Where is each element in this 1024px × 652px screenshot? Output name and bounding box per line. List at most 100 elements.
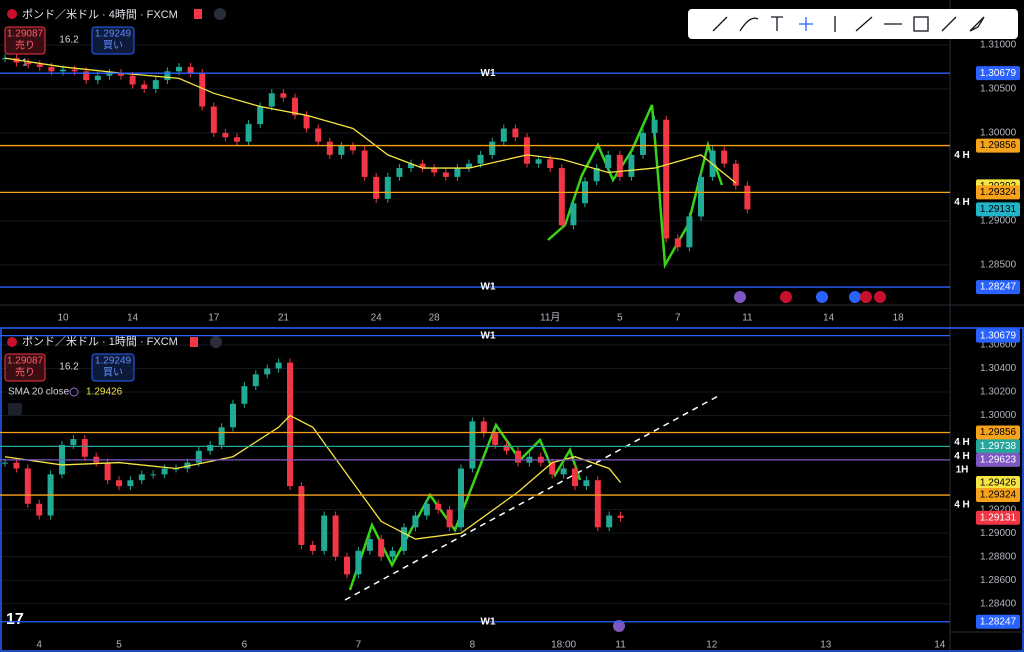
y-tick-label: 1.29200: [980, 504, 1017, 515]
collapse-button[interactable]: [8, 403, 22, 415]
sell-price: 1.29087: [7, 356, 44, 367]
indicator-name[interactable]: SMA 20 close: [8, 387, 70, 398]
candle: [106, 73, 113, 76]
buy-button[interactable]: [91, 353, 135, 382]
flag-icon[interactable]: [194, 9, 202, 19]
buy-button[interactable]: [91, 26, 135, 55]
price-label-box: [976, 138, 1020, 153]
price-label-box: [976, 202, 1020, 217]
candle: [241, 386, 248, 404]
candle: [412, 515, 419, 528]
candle: [606, 515, 613, 528]
candle: [492, 433, 499, 445]
pane-title[interactable]: ポンド／米ドル · 4時間 · FXCM: [22, 8, 178, 21]
candle: [663, 119, 670, 239]
y-tick-label: 1.30400: [980, 363, 1017, 374]
symbol-icon[interactable]: [7, 337, 17, 347]
y-tick-label: 1.29000: [980, 215, 1017, 226]
candle: [127, 480, 134, 487]
event-icons: [613, 291, 886, 632]
tool-ray[interactable]: [855, 16, 873, 32]
trend-line[interactable]: [344, 394, 721, 601]
buy-price: 1.29249: [95, 29, 132, 40]
x-tick-label: 11: [615, 640, 626, 651]
tool-trend[interactable]: [712, 16, 728, 32]
tool-brush[interactable]: [739, 17, 759, 32]
price-label-box: [976, 488, 1020, 503]
event-icon[interactable]: [613, 620, 625, 632]
x-tick-label: 6: [242, 640, 248, 651]
event-icon[interactable]: [874, 291, 886, 303]
buy-label: 買い: [103, 367, 123, 379]
sell-button[interactable]: [4, 353, 46, 382]
x-tick-label: 24: [371, 313, 383, 324]
price-label: 1.29623: [980, 455, 1017, 466]
event-icon[interactable]: [780, 291, 792, 303]
price-label-box: [976, 452, 1020, 467]
candle: [13, 462, 20, 469]
y-tick-label: 1.30200: [980, 387, 1017, 398]
event-icon[interactable]: [849, 291, 861, 303]
symbol-icon[interactable]: [7, 9, 17, 19]
candle: [454, 168, 461, 177]
candle: [515, 450, 521, 463]
x-tick-label: 11: [742, 313, 753, 324]
candle: [549, 462, 556, 475]
candle: [36, 64, 43, 67]
zigzag-drawing[interactable]: [547, 104, 724, 270]
tool-rect[interactable]: [913, 16, 929, 32]
price-label: 1.29856: [980, 140, 1017, 151]
candle: [60, 69, 66, 72]
y-tick-label: 1.30000: [980, 410, 1017, 421]
interval-toggle[interactable]: 1: [22, 58, 28, 69]
candle: [469, 421, 476, 469]
candle: [195, 450, 202, 463]
zigzag-drawing[interactable]: [348, 422, 582, 591]
price-label: 1.29426: [980, 478, 1017, 489]
x-tick-label: 8: [470, 640, 476, 651]
menu-button[interactable]: [214, 8, 226, 20]
candle: [94, 75, 101, 81]
level-tag: 4 H: [954, 500, 970, 511]
y-tick-label: 1.28500: [980, 259, 1017, 270]
candle: [303, 115, 310, 129]
candle: [446, 509, 453, 528]
tool-text[interactable]: [771, 16, 783, 31]
candle: [264, 368, 271, 375]
x-tick-label: 7: [356, 640, 362, 651]
tool-pen[interactable]: [969, 16, 985, 32]
candle: [309, 544, 316, 551]
menu-button[interactable]: [210, 336, 222, 348]
x-tick-label: 4: [36, 640, 42, 651]
event-icon[interactable]: [860, 291, 872, 303]
candle: [617, 515, 624, 518]
candle: [24, 468, 31, 504]
level-tag: 1H: [956, 465, 969, 476]
indicator-settings[interactable]: [69, 387, 79, 397]
candle: [176, 66, 182, 72]
price-label: 1.29131: [980, 204, 1017, 215]
price-label-box: [976, 328, 1020, 343]
x-tick-label: 17: [208, 313, 220, 324]
price-label: 1.29324: [980, 490, 1017, 501]
candle: [594, 480, 601, 528]
tool-eraser[interactable]: [941, 16, 957, 32]
y-tick-label: 1.31000: [980, 40, 1017, 51]
event-icon[interactable]: [734, 291, 746, 303]
sell-label: 売り: [15, 39, 35, 52]
x-tick-label: 21: [278, 313, 290, 324]
event-icon[interactable]: [816, 291, 828, 303]
candle: [152, 80, 159, 89]
pane: [0, 344, 950, 605]
candle: [605, 154, 612, 169]
x-tick-label: 14: [934, 640, 946, 651]
sma-line: [4, 414, 622, 540]
y-tick-label: 1.30600: [980, 340, 1017, 351]
pane-title[interactable]: ポンド／米ドル · 1時間 · FXCM: [22, 335, 178, 348]
candle: [442, 172, 449, 177]
tool-cross[interactable]: [799, 17, 813, 31]
candle: [25, 62, 32, 65]
y-tick-label: 1.28800: [980, 551, 1017, 562]
sell-button[interactable]: [4, 26, 46, 55]
flag-icon[interactable]: [190, 337, 198, 347]
